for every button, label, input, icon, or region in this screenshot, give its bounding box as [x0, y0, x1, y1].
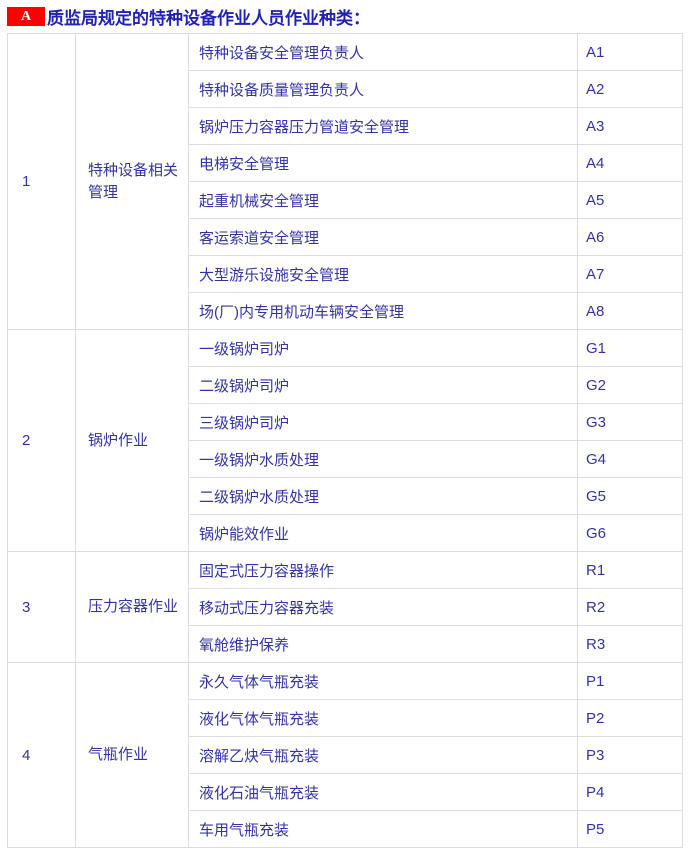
item-cell: 特种设备安全管理负责人	[188, 33, 578, 71]
table-row: 1 特种设备相关管理 特种设备安全管理负责人 A1	[7, 33, 683, 330]
table-row: 液化石油气瓶充装 P4	[8, 773, 683, 811]
table-row: 2 锅炉作业 一级锅炉司炉 G1	[7, 329, 683, 552]
code-cell: A5	[577, 181, 683, 219]
section-number-cell: 3	[7, 551, 76, 663]
item-cell: 起重机械安全管理	[188, 181, 578, 219]
code-cell: A7	[577, 255, 683, 293]
code-cell: P3	[577, 736, 683, 774]
code-cell: G5	[577, 477, 683, 515]
section-badge: A	[7, 6, 45, 26]
code-cell: G4	[577, 440, 683, 478]
table-row: 3 压力容器作业 固定式压力容器操作 R1	[7, 551, 683, 663]
code-cell: A6	[577, 218, 683, 256]
section-category-cell: 特种设备相关管理	[75, 33, 189, 330]
item-cell: 锅炉能效作业	[188, 514, 578, 552]
item-cell: 一级锅炉水质处理	[188, 440, 578, 478]
item-cell: 特种设备质量管理负责人	[188, 70, 578, 108]
item-cell: 车用气瓶充装	[188, 810, 578, 848]
code-cell: R3	[577, 625, 683, 663]
item-cell: 移动式压力容器充装	[188, 588, 578, 626]
item-cell: 锅炉压力容器压力管道安全管理	[188, 107, 578, 145]
code-cell: P1	[577, 662, 683, 700]
code-cell: A4	[577, 144, 683, 182]
code-cell: G3	[577, 403, 683, 441]
code-cell: R1	[577, 551, 683, 589]
code-cell: P4	[577, 773, 683, 811]
categories-table: 1 特种设备相关管理 特种设备安全管理负责人 A1 特种设备质量管理负责人 A2…	[7, 33, 683, 848]
section-number-cell: 2	[7, 329, 76, 552]
table-row: 三级锅炉司炉 G3	[8, 403, 683, 441]
table-row: 起重机械安全管理 A5	[8, 181, 683, 219]
item-cell: 客运索道安全管理	[188, 218, 578, 256]
code-cell: P5	[577, 810, 683, 848]
table-row: 二级锅炉水质处理 G5	[8, 477, 683, 515]
table-row: 二级锅炉司炉 G2	[8, 366, 683, 404]
table-row: 大型游乐设施安全管理 A7	[8, 255, 683, 293]
item-cell: 溶解乙炔气瓶充装	[188, 736, 578, 774]
table-row: 移动式压力容器充装 R2	[8, 588, 683, 626]
table-row: 4 气瓶作业 永久气体气瓶充装 P1	[7, 662, 683, 848]
item-cell: 场(厂)内专用机动车辆安全管理	[188, 292, 578, 330]
code-cell: A2	[577, 70, 683, 108]
section-number-cell: 4	[7, 662, 76, 848]
item-cell: 电梯安全管理	[188, 144, 578, 182]
table-row: 溶解乙炔气瓶充装 P3	[8, 736, 683, 774]
section-category-cell: 气瓶作业	[75, 662, 189, 848]
code-cell: A8	[577, 292, 683, 330]
code-cell: G6	[577, 514, 683, 552]
table-row: 电梯安全管理 A4	[8, 144, 683, 182]
section-category-cell: 锅炉作业	[75, 329, 189, 552]
item-cell: 二级锅炉水质处理	[188, 477, 578, 515]
page-header: A 质监局规定的特种设备作业人员作业种类：	[7, 6, 689, 28]
item-cell: 液化气体气瓶充装	[188, 699, 578, 737]
code-cell: P2	[577, 699, 683, 737]
item-cell: 二级锅炉司炉	[188, 366, 578, 404]
code-cell: G1	[577, 329, 683, 367]
code-cell: R2	[577, 588, 683, 626]
code-cell: A3	[577, 107, 683, 145]
page-title: 质监局规定的特种设备作业人员作业种类：	[47, 8, 370, 28]
table-row: 液化气体气瓶充装 P2	[8, 699, 683, 737]
item-cell: 固定式压力容器操作	[188, 551, 578, 589]
table-row: 客运索道安全管理 A6	[8, 218, 683, 256]
section-category-cell: 压力容器作业	[75, 551, 189, 663]
table-row: 特种设备质量管理负责人 A2	[8, 70, 683, 108]
item-cell: 液化石油气瓶充装	[188, 773, 578, 811]
item-cell: 永久气体气瓶充装	[188, 662, 578, 700]
table-row: 场(厂)内专用机动车辆安全管理 A8	[8, 292, 683, 330]
section-number-cell: 1	[7, 33, 76, 330]
code-cell: G2	[577, 366, 683, 404]
item-cell: 大型游乐设施安全管理	[188, 255, 578, 293]
table-row: 锅炉压力容器压力管道安全管理 A3	[8, 107, 683, 145]
table-row: 锅炉能效作业 G6	[8, 514, 683, 552]
item-cell: 一级锅炉司炉	[188, 329, 578, 367]
table-row: 氧舱维护保养 R3	[8, 625, 683, 663]
code-cell: A1	[577, 33, 683, 71]
item-cell: 氧舱维护保养	[188, 625, 578, 663]
item-cell: 三级锅炉司炉	[188, 403, 578, 441]
